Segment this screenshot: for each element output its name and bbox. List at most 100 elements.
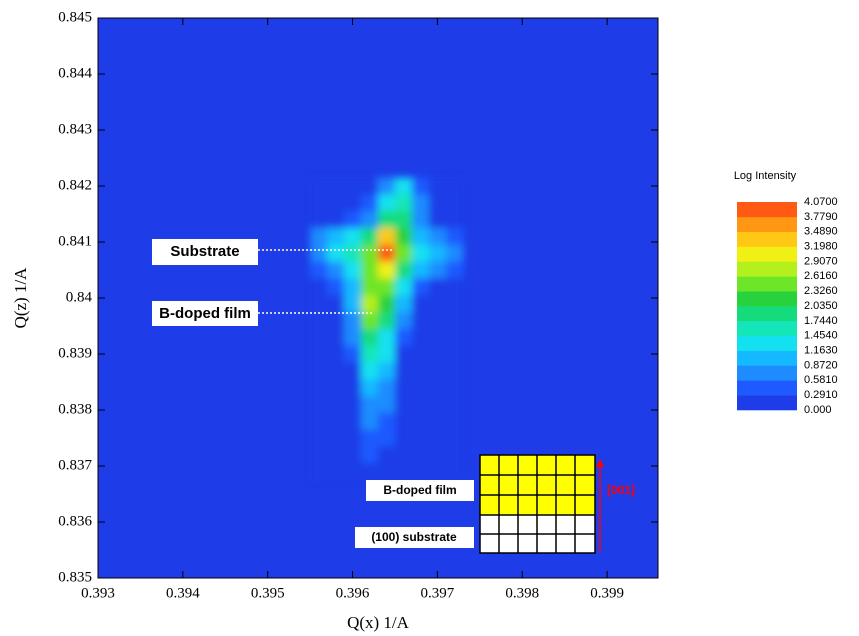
- colorbar-label: 2.9070: [804, 255, 838, 267]
- heatmap-cell: [428, 328, 447, 347]
- heatmap-cell: [327, 446, 345, 464]
- colorbar-band: [737, 350, 797, 366]
- heatmap-cell: [411, 244, 430, 263]
- heatmap-cell: [411, 429, 430, 447]
- heatmap-cell: [394, 446, 413, 464]
- heatmap-cell: [361, 362, 379, 380]
- heatmap-cell: [411, 261, 430, 279]
- heatmap-cell: [361, 295, 379, 313]
- heatmap-cell: [428, 446, 447, 464]
- heatmap-cell: [394, 328, 413, 347]
- heatmap-cell: [445, 429, 464, 447]
- heatmap-cell: [445, 194, 464, 212]
- heatmap-cell: [361, 261, 379, 279]
- heatmap-cell: [428, 312, 447, 330]
- heatmap-cell: [445, 396, 464, 414]
- colorbar-band: [737, 291, 797, 307]
- heatmap-cell: [411, 211, 430, 229]
- heatmap-cell: [378, 328, 396, 347]
- heatmap-cell: [411, 194, 430, 212]
- heatmap-cell: [344, 396, 362, 414]
- heatmap-cell: [428, 362, 447, 380]
- heatmap-cell: [411, 295, 430, 313]
- direction-label: [001]: [607, 483, 635, 497]
- heatmap-cell: [445, 244, 464, 263]
- heatmap-cell: [394, 244, 413, 263]
- heatmap-cell: [327, 278, 345, 296]
- x-axis-label: Q(x) 1/A: [347, 613, 410, 632]
- heatmap-cell: [445, 312, 464, 330]
- heatmap-cell: [378, 228, 396, 246]
- heatmap-cell: [394, 463, 413, 481]
- colorbar-band: [737, 395, 797, 411]
- heatmap-cell: [361, 244, 379, 263]
- heatmap-cell: [327, 261, 345, 279]
- heatmap-cell: [378, 446, 396, 464]
- heatmap-cell: [378, 345, 396, 363]
- heatmap-cell: [344, 429, 362, 447]
- heatmap-cell: [394, 261, 413, 279]
- colorbar-band: [737, 335, 797, 351]
- inset-grid: [479, 454, 596, 554]
- heatmap-cell: [378, 244, 396, 263]
- inset-label: (100) substrate: [371, 530, 457, 544]
- heatmap-cell: [428, 261, 447, 279]
- colorbar-band: [737, 306, 797, 322]
- heatmap-cell: [394, 345, 413, 363]
- heatmap-cell: [344, 278, 362, 296]
- x-tick-label: 0.399: [590, 585, 624, 601]
- x-tick-label: 0.398: [505, 585, 539, 601]
- heatmap-cell: [361, 446, 379, 464]
- heatmap-cell: [411, 463, 430, 481]
- x-tick-label: 0.393: [81, 585, 115, 601]
- heatmap-cell: [428, 396, 447, 414]
- heatmap-cell: [344, 261, 362, 279]
- heatmap-cell: [411, 412, 430, 431]
- heatmap-cell: [344, 379, 362, 397]
- colorbar-band: [737, 261, 797, 277]
- colorbar-label: 3.1980: [804, 240, 838, 252]
- inset-label: B-doped film: [383, 483, 456, 497]
- heatmap-cell: [327, 244, 345, 263]
- heatmap-cell: [411, 228, 430, 246]
- y-tick-label: 0.844: [58, 65, 92, 81]
- heatmap-cell: [327, 328, 345, 347]
- y-tick-label: 0.835: [58, 569, 92, 585]
- heatmap-cell: [310, 328, 328, 347]
- colorbar-label: 2.3260: [804, 285, 838, 297]
- heatmap-cell: [327, 396, 345, 414]
- colorbar-label: 2.6160: [804, 270, 838, 282]
- heatmap-cell: [394, 379, 413, 397]
- heatmap-cell: [310, 278, 328, 296]
- heatmap-cell: [378, 261, 396, 279]
- colorbar-band: [737, 246, 797, 262]
- heatmap-cell: [310, 295, 328, 313]
- inset-label-box: [355, 527, 474, 548]
- heatmap-cell: [428, 177, 447, 195]
- heatmap-cell: [445, 211, 464, 229]
- heatmap-cell: [445, 228, 464, 246]
- heatmap-cell: [378, 412, 396, 431]
- heatmap-cell: [394, 429, 413, 447]
- heatmap-cell: [344, 328, 362, 347]
- heatmap-cell: [327, 345, 345, 363]
- heatmap-cell: [327, 295, 345, 313]
- colorbar-band: [737, 216, 797, 233]
- heatmap-cell: [445, 177, 464, 195]
- heatmap-cell: [428, 278, 447, 296]
- heatmap-cell: [411, 345, 430, 363]
- x-tick-label: 0.395: [251, 585, 285, 601]
- heatmap-cell: [445, 412, 464, 431]
- heatmap-cell: [394, 177, 413, 195]
- heatmap-cell: [411, 362, 430, 380]
- heatmap-cell: [411, 278, 430, 296]
- heatmap-cell: [378, 396, 396, 414]
- heatmap-cell: [310, 194, 328, 212]
- heatmap-cell: [428, 429, 447, 447]
- colorbar-label: 2.0350: [804, 300, 838, 312]
- heatmap-cell: [327, 194, 345, 212]
- heatmap-cell: [428, 345, 447, 363]
- heatmap-cell: [344, 295, 362, 313]
- heatmap-cell: [394, 278, 413, 296]
- colorbar-label: 3.4890: [804, 226, 838, 238]
